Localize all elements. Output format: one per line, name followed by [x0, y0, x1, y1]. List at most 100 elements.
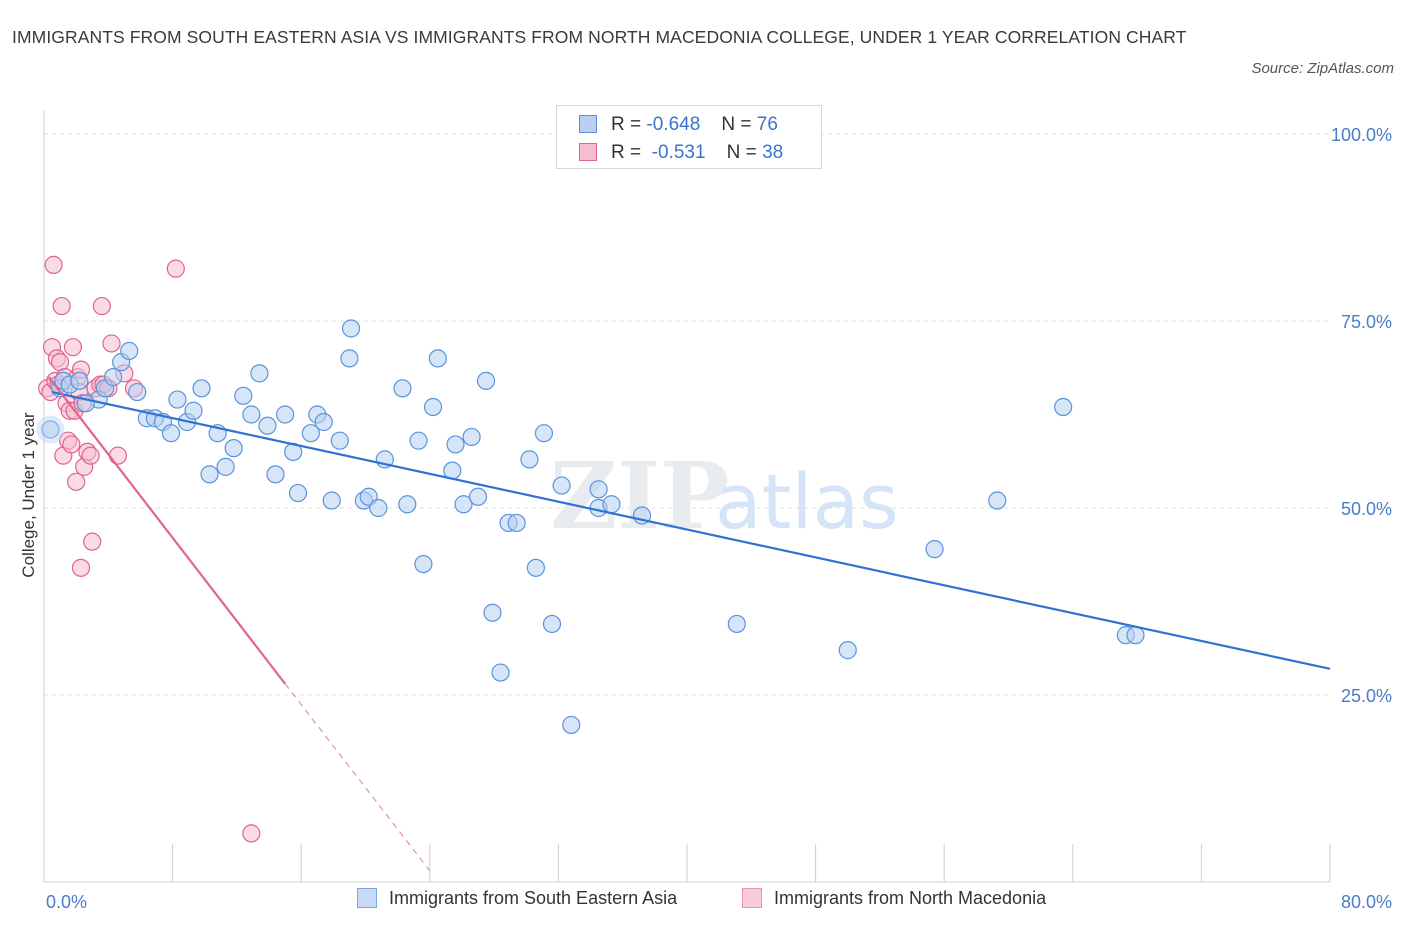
south-eastern-asia-point: [314, 412, 333, 432]
south-eastern-asia-point: [266, 465, 285, 484]
south-eastern-asia-point: [258, 416, 277, 435]
south-eastern-asia-point: [562, 715, 581, 735]
south-eastern-asia-point: [393, 379, 412, 398]
south-eastern-asia-point: [409, 431, 428, 450]
legend-swatch-blue: [579, 115, 597, 133]
south-eastern-asia-point: [36, 415, 65, 444]
y-tick-label: 75.0%: [1341, 312, 1392, 332]
y-tick-label: 50.0%: [1341, 499, 1392, 519]
legend-series-name: Immigrants from South Eastern Asia: [389, 888, 678, 908]
axes: [43, 110, 1331, 883]
south-eastern-asia-point: [483, 603, 502, 622]
south-eastern-asia-point: [491, 663, 510, 682]
chart-title: IMMIGRANTS FROM SOUTH EASTERN ASIA VS IM…: [12, 27, 1187, 47]
x-tick-label: 80.0%: [1341, 892, 1392, 912]
south-eastern-asia-point: [925, 540, 944, 559]
north-macedonia-point: [44, 255, 63, 274]
south-eastern-asia-point: [534, 424, 554, 443]
south-eastern-asia-point: [276, 405, 295, 424]
trend-lines: [47, 376, 1331, 872]
legend-row-blue: R = -0.648 N = 76: [579, 114, 778, 138]
south-eastern-asia-point: [216, 457, 235, 476]
south-eastern-asia-point: [414, 554, 433, 574]
south-eastern-asia-point: [476, 371, 496, 390]
south-eastern-asia-point: [988, 491, 1007, 510]
legend-swatch-pink: [742, 888, 762, 908]
south-eastern-asia-point: [242, 405, 261, 424]
south-eastern-asia-point: [224, 439, 243, 458]
north-macedonia-point: [52, 296, 71, 316]
south-eastern-asia-point: [330, 431, 349, 450]
south-eastern-asia-point: [542, 614, 562, 634]
south-eastern-asia-point: [428, 349, 447, 368]
south-eastern-asia-point: [104, 368, 123, 387]
north-macedonia-point: [166, 259, 185, 278]
north-macedonia-trend-extension: [284, 683, 431, 872]
y-axis-label: College, Under 1 year: [19, 412, 38, 578]
y-tick-label: 100.0%: [1331, 125, 1392, 145]
south-eastern-asia-point: [462, 427, 481, 447]
south-eastern-asia-point: [200, 465, 219, 484]
south-eastern-asia-point: [192, 379, 211, 398]
legend: R = -0.648 N = 76 R = -0.531 N = 38: [556, 105, 822, 169]
north-macedonia-point: [242, 824, 261, 843]
north-macedonia-point: [102, 334, 121, 353]
north-macedonia-point: [63, 338, 83, 357]
south-eastern-asia-point: [602, 495, 621, 514]
legend-swatch-blue: [357, 888, 377, 908]
north-macedonia-point: [62, 435, 81, 454]
north-macedonia-point: [71, 558, 91, 577]
watermark-atlas: atlas: [715, 457, 899, 546]
south-eastern-asia-point: [70, 371, 89, 390]
tick-labels: 100.0% 75.0% 50.0% 25.0% 0.0% 80.0%: [46, 125, 1392, 912]
south-eastern-asia-point: [250, 364, 269, 383]
north-macedonia-point: [108, 446, 128, 465]
south-eastern-asia-point: [520, 450, 539, 469]
south-eastern-asia-point: [128, 382, 147, 402]
north-macedonia-trend-line: [47, 376, 286, 685]
south-eastern-asia-point: [552, 476, 571, 495]
y-tick-label: 25.0%: [1341, 686, 1392, 706]
south-eastern-asia-trend-line: [51, 390, 1331, 670]
south-eastern-asia-point: [423, 397, 443, 417]
south-eastern-asia-point: [507, 513, 526, 533]
south-eastern-asia-point: [446, 435, 465, 454]
legend-n-label: N =: [721, 114, 752, 135]
legend-r-value: -0.648: [646, 114, 701, 135]
south-eastern-asia-point: [727, 614, 746, 634]
south-eastern-asia-point: [1126, 626, 1145, 645]
legend-n-value: 76: [756, 114, 778, 135]
south-eastern-asia-point: [41, 420, 60, 439]
north-macedonia-points: [38, 255, 261, 843]
legend-r-label: R =: [611, 114, 642, 135]
watermark: ZIP atlas: [550, 442, 899, 550]
south-eastern-asia-point: [838, 641, 857, 660]
south-eastern-asia-point: [526, 558, 545, 577]
legend-item-north-macedonia: Immigrants from North Macedonia: [742, 888, 1046, 909]
legend-n-value: 38: [762, 142, 784, 163]
legend-n-label: N =: [726, 142, 757, 163]
north-macedonia-point: [92, 296, 111, 316]
north-macedonia-point: [81, 446, 100, 465]
south-eastern-asia-point: [341, 319, 361, 338]
south-eastern-asia-point: [468, 487, 488, 506]
x-tick-label: 0.0%: [46, 892, 87, 912]
source-credit: Source: ZipAtlas.com: [1251, 60, 1394, 77]
legend-series-name: Immigrants from North Macedonia: [774, 888, 1047, 908]
legend-r-label: R =: [611, 142, 642, 163]
south-eastern-asia-point: [184, 401, 203, 420]
legend-row-pink: R = -0.531 N = 38: [579, 142, 783, 166]
legend-r-value: -0.531: [651, 142, 706, 163]
south-eastern-asia-point: [369, 498, 388, 518]
south-eastern-asia-point: [340, 349, 359, 368]
south-eastern-asia-point: [589, 480, 608, 499]
legend-swatch-pink: [579, 143, 597, 161]
south-eastern-asia-point: [234, 386, 253, 405]
south-eastern-asia-point: [168, 390, 187, 409]
south-eastern-asia-point: [288, 483, 308, 503]
south-eastern-asia-point: [120, 341, 139, 361]
south-eastern-asia-point: [161, 424, 181, 443]
north-macedonia-point: [67, 472, 86, 491]
south-eastern-asia-point: [322, 491, 341, 510]
